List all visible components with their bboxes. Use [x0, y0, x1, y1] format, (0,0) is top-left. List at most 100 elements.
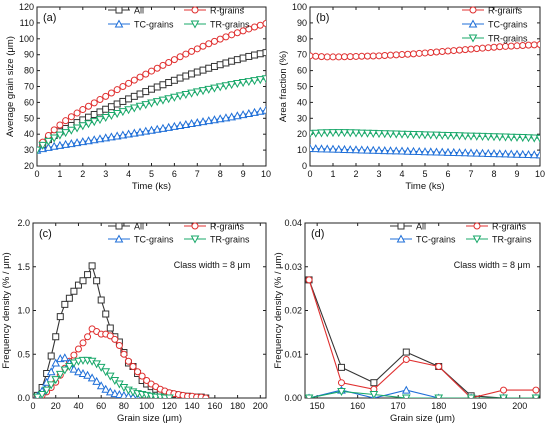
x-tick-label: 0: [30, 401, 35, 411]
x-tick-label: 160: [350, 401, 365, 411]
data-point: [135, 127, 145, 136]
data-point: [67, 126, 76, 135]
legend-marker: [114, 234, 124, 243]
data-point: [101, 384, 111, 393]
data-point: [363, 145, 372, 154]
data-point: [134, 368, 142, 376]
x-tick-label: 3: [376, 169, 381, 179]
data-point: [507, 42, 515, 50]
data-point: [524, 149, 533, 159]
data-point: [427, 48, 435, 56]
data-point: [89, 135, 99, 144]
data-point: [49, 134, 59, 143]
data-point: [340, 144, 349, 153]
y-tick-label: 30: [297, 113, 307, 123]
data-point: [358, 52, 366, 60]
y-tick-label: 70: [297, 50, 307, 60]
data-point: [95, 134, 105, 143]
series-line: [308, 390, 536, 398]
series-r-grains: [34, 325, 210, 398]
data-point: [386, 146, 395, 155]
series-tc-grains: [37, 105, 266, 154]
legend-label: TR-grains: [210, 20, 250, 30]
data-point: [204, 85, 214, 94]
x-tick-label: 6: [172, 169, 177, 179]
x-tick-label: 180: [230, 401, 245, 411]
data-point: [79, 277, 87, 285]
plot-frame: [309, 6, 541, 167]
data-point: [105, 387, 115, 396]
data-point: [60, 353, 70, 362]
data-point: [187, 89, 196, 98]
legend: All R-grains TC-grains TR-grains: [108, 222, 250, 245]
data-point: [363, 129, 372, 138]
data-point: [111, 335, 119, 343]
series-tr-grains: [305, 387, 540, 398]
data-point: [188, 47, 196, 55]
data-point: [65, 363, 74, 372]
data-point: [130, 76, 138, 84]
x-tick-label: 4: [399, 169, 404, 179]
data-point: [124, 357, 132, 365]
data-point: [141, 101, 151, 110]
data-point: [165, 79, 173, 87]
data-point: [450, 47, 458, 55]
x-axis-label: Grain size (μm): [390, 413, 455, 424]
data-point: [73, 109, 81, 117]
data-point: [138, 372, 146, 380]
legend-marker: [397, 222, 405, 230]
data-point: [401, 385, 411, 394]
data-point: [44, 142, 53, 151]
series-line: [37, 264, 206, 398]
data-point: [251, 23, 259, 31]
data-point: [434, 394, 444, 398]
y-tick-label: 2.0: [17, 218, 30, 228]
data-point: [329, 53, 337, 61]
data-point: [85, 102, 93, 110]
data-point: [334, 144, 344, 153]
data-point: [129, 363, 137, 370]
data-point: [444, 47, 452, 55]
x-tick-label: 7: [468, 169, 473, 179]
series-tr-grains: [310, 129, 540, 143]
data-point: [202, 394, 210, 398]
data-point: [106, 324, 114, 332]
x-tick-label: 5: [149, 169, 154, 179]
y-tick-label: 20: [24, 161, 34, 171]
data-point: [182, 72, 190, 80]
data-point: [112, 110, 122, 119]
data-point: [368, 129, 378, 138]
data-point: [136, 90, 144, 98]
x-tick-label: 200: [512, 401, 527, 411]
y-axis-label: Average grain size (μm): [5, 36, 16, 137]
data-point: [455, 132, 464, 141]
data-point: [79, 116, 87, 124]
y-tick-label: 60: [297, 66, 307, 76]
x-tick-label: 9: [241, 169, 246, 179]
data-point: [310, 52, 314, 60]
panel-d: 150 160 170 180 190 200 0.00 0.01 0.02 0.03 0.04 Gr…: [273, 218, 541, 424]
data-point: [501, 149, 510, 158]
legend-label: TC-grains: [416, 235, 456, 245]
data-point: [87, 373, 97, 382]
y-axis-label: Area fraction (%): [278, 51, 289, 122]
x-tick-label: 7: [195, 169, 200, 179]
data-point: [369, 52, 377, 60]
data-point: [256, 50, 264, 58]
legend-label: All: [416, 222, 426, 232]
data-point: [501, 133, 510, 142]
x-tick-label: 5: [422, 169, 427, 179]
data-point: [101, 368, 111, 377]
data-point: [233, 79, 242, 89]
data-point: [83, 370, 92, 379]
data-point: [56, 121, 64, 129]
data-point: [46, 367, 56, 376]
x-tick-label: 120: [162, 401, 177, 411]
data-point: [391, 130, 401, 139]
x-tick-label: 4: [126, 169, 131, 179]
data-point: [335, 53, 343, 61]
data-point: [210, 115, 219, 124]
data-point: [118, 130, 128, 139]
data-point: [199, 42, 207, 50]
data-point: [227, 81, 236, 90]
